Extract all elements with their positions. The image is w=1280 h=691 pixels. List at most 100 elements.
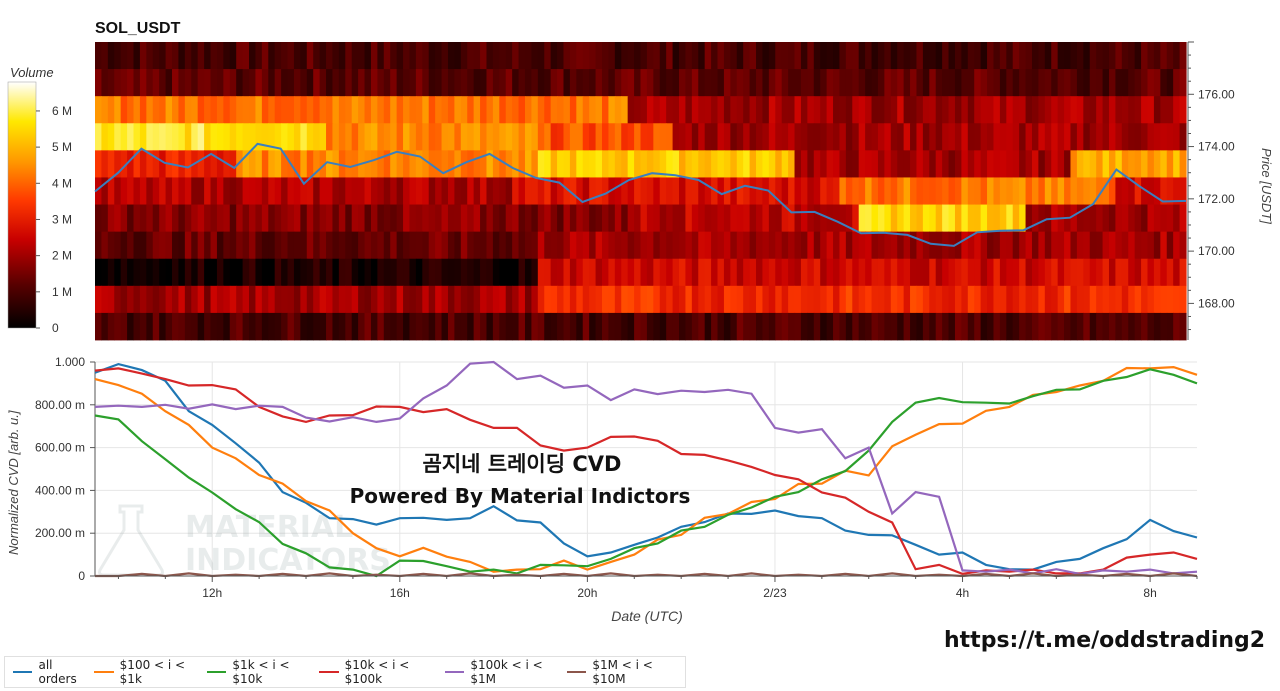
legend-item[interactable]: $1M < i < $10M — [566, 658, 679, 686]
heatmap-cell — [736, 231, 744, 260]
heatmap-cell — [826, 42, 834, 70]
x-axis-label: Date (UTC) — [611, 608, 683, 624]
telegram-link[interactable]: https://t.me/oddstrading2 — [944, 628, 1266, 653]
heatmap-cell — [223, 285, 231, 314]
heatmap-cell — [1031, 258, 1039, 287]
heatmap-cell — [261, 204, 269, 233]
heatmap-cell — [300, 69, 308, 97]
heatmap-cell — [1134, 123, 1142, 151]
heatmap-cell — [101, 285, 109, 314]
heatmap-cell — [916, 231, 924, 260]
heatmap-cell — [114, 96, 122, 124]
heatmap-cell — [1160, 123, 1168, 151]
heatmap-cell — [364, 312, 372, 341]
heatmap-cell — [197, 204, 205, 233]
heatmap-cell — [711, 177, 719, 205]
heatmap-cell — [152, 285, 160, 314]
heatmap-cell — [858, 312, 866, 341]
legend-item[interactable]: $100k < i < $1M — [444, 658, 561, 686]
heatmap-cell — [358, 177, 366, 205]
heatmap-cell — [698, 312, 706, 341]
heatmap-cell — [589, 123, 597, 151]
heatmap-cell — [293, 231, 301, 260]
heatmap-cell — [698, 69, 706, 97]
heatmap-cell — [287, 312, 295, 341]
heatmap-cell — [877, 123, 885, 151]
heatmap-cell — [191, 69, 199, 97]
heatmap-cell — [1031, 150, 1039, 178]
heatmap-cell — [999, 96, 1007, 124]
heatmap-cell — [480, 123, 488, 151]
heatmap-cell — [172, 69, 180, 97]
heatmap-cell — [383, 312, 391, 341]
heatmap-cell — [152, 69, 160, 97]
heatmap-cell — [563, 285, 571, 314]
legend-item[interactable]: all orders — [13, 658, 88, 686]
heatmap-cell — [351, 285, 359, 314]
heatmap-cell — [1083, 204, 1091, 233]
heatmap-cell — [820, 231, 828, 260]
heatmap-cell — [813, 123, 821, 151]
heatmap-cell — [467, 312, 475, 341]
heatmap-cell — [550, 123, 558, 151]
heatmap-cell — [711, 69, 719, 97]
heatmap-cell — [833, 258, 841, 287]
heatmap-cell — [1166, 69, 1174, 97]
heatmap-cell — [1134, 231, 1142, 260]
heatmap-cell — [557, 258, 565, 287]
heatmap-cell — [544, 204, 552, 233]
heatmap-cell — [723, 69, 731, 97]
heatmap-cell — [627, 42, 635, 70]
heatmap-cell — [679, 150, 687, 178]
heatmap-cell — [107, 312, 115, 341]
heatmap-cell — [152, 258, 160, 287]
heatmap-cell — [1115, 312, 1123, 341]
price-line — [94, 142, 1187, 247]
heatmap-cell — [1089, 177, 1097, 205]
heatmap-cell — [499, 123, 507, 151]
heatmap-cell — [954, 150, 962, 178]
legend-item[interactable]: $1k < i < $10k — [206, 658, 313, 686]
heatmap-cell — [236, 42, 244, 70]
heatmap-cell — [1153, 285, 1161, 314]
heatmap-cell — [191, 312, 199, 341]
colorbar-tick-label: 6 M — [52, 104, 72, 118]
heatmap-cell — [685, 42, 693, 70]
legend-item[interactable]: $10k < i < $100k — [319, 658, 439, 686]
legend-item[interactable]: $100 < i < $1k — [94, 658, 201, 686]
heatmap-cell — [582, 231, 590, 260]
heatmap-cell — [762, 231, 770, 260]
heatmap-cell — [653, 258, 661, 287]
heatmap-cell — [268, 312, 276, 341]
heatmap-cell — [1019, 69, 1027, 97]
heatmap-cell — [768, 285, 776, 314]
heatmap-cell — [338, 231, 346, 260]
heatmap-cell — [544, 177, 552, 205]
heatmap-cell — [326, 42, 334, 70]
heatmap-cell — [820, 312, 828, 341]
heatmap-cell — [441, 258, 449, 287]
heatmap-cell — [601, 312, 610, 341]
heatmap-cell — [1102, 177, 1110, 205]
heatmap-cell — [242, 231, 250, 260]
heatmap-cell — [865, 285, 873, 314]
heatmap-cell — [403, 258, 411, 287]
heatmap-cell — [640, 123, 648, 151]
heatmap-cell — [993, 204, 1001, 233]
heatmap-cell — [467, 258, 475, 287]
heatmap-cell — [1108, 312, 1117, 341]
heatmap-cell — [974, 258, 982, 287]
heatmap-cell — [261, 150, 269, 178]
heatmap-cell — [531, 42, 539, 70]
heatmap-cell — [460, 312, 468, 341]
heatmap-cell — [1044, 42, 1052, 70]
heatmap-cell — [454, 177, 462, 205]
heatmap-cell — [473, 96, 481, 124]
heatmap-cell — [524, 231, 532, 260]
heatmap-cell — [178, 204, 186, 233]
heatmap-cell — [627, 123, 635, 151]
heatmap-cell — [1031, 69, 1039, 97]
heatmap-cell — [800, 231, 808, 260]
heatmap-cell — [1083, 42, 1091, 70]
heatmap-cell — [480, 177, 488, 205]
